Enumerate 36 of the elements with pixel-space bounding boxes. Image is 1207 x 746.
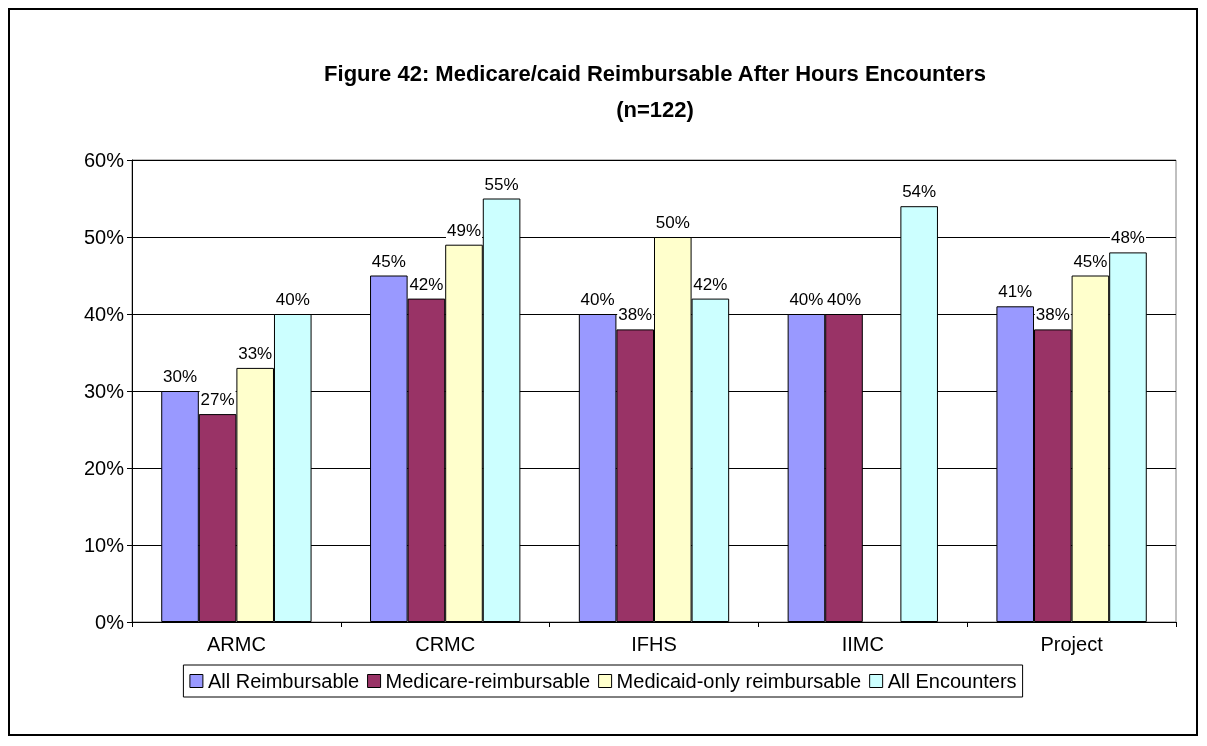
data-label: 40% (275, 290, 310, 309)
y-tick-label: 0% (95, 611, 125, 633)
data-label: 54% (902, 182, 937, 202)
y-tick-label: 40% (83, 303, 125, 325)
data-label: 40% (789, 290, 824, 309)
data-label: 45% (371, 251, 406, 271)
data-label: 48% (1110, 228, 1145, 248)
legend-label: All Encounters (887, 670, 1017, 692)
data-label: 38% (618, 305, 653, 325)
data-label: 41% (998, 282, 1033, 302)
data-label: 42% (693, 274, 728, 294)
data-label: 45% (1073, 251, 1108, 271)
data-label: 50% (655, 213, 690, 232)
data-label: 55% (484, 174, 519, 194)
legend-label: All Reimbursable (207, 670, 360, 692)
x-tick-label: IFHS (631, 633, 677, 655)
data-label: 38% (1035, 305, 1070, 325)
data-label: 40% (826, 290, 862, 309)
x-tick-label: ARMC (206, 633, 266, 655)
data-label: 27% (200, 390, 235, 410)
x-tick-label: IIMC (841, 633, 884, 655)
data-label: 42% (409, 274, 444, 294)
x-tick-label: CRMC (415, 633, 476, 655)
y-tick-label: 60% (83, 149, 125, 171)
data-label: 49% (446, 220, 482, 240)
y-tick-label: 10% (83, 534, 125, 556)
legend-label: Medicaid-only reimbursable (616, 670, 862, 692)
data-label: 30% (163, 367, 198, 386)
y-tick-label: 50% (83, 226, 125, 248)
legend-label: Medicare-reimbursable (385, 670, 591, 692)
y-tick-label: 30% (83, 380, 125, 402)
data-label: 33% (238, 343, 273, 363)
y-tick-label: 20% (83, 457, 125, 479)
chart-title: Figure 42: Medicare/caid Reimbursable After Hours Encounters (n=122) (324, 60, 986, 122)
x-tick-label: Project (1040, 633, 1104, 655)
data-label: 40% (580, 290, 615, 309)
